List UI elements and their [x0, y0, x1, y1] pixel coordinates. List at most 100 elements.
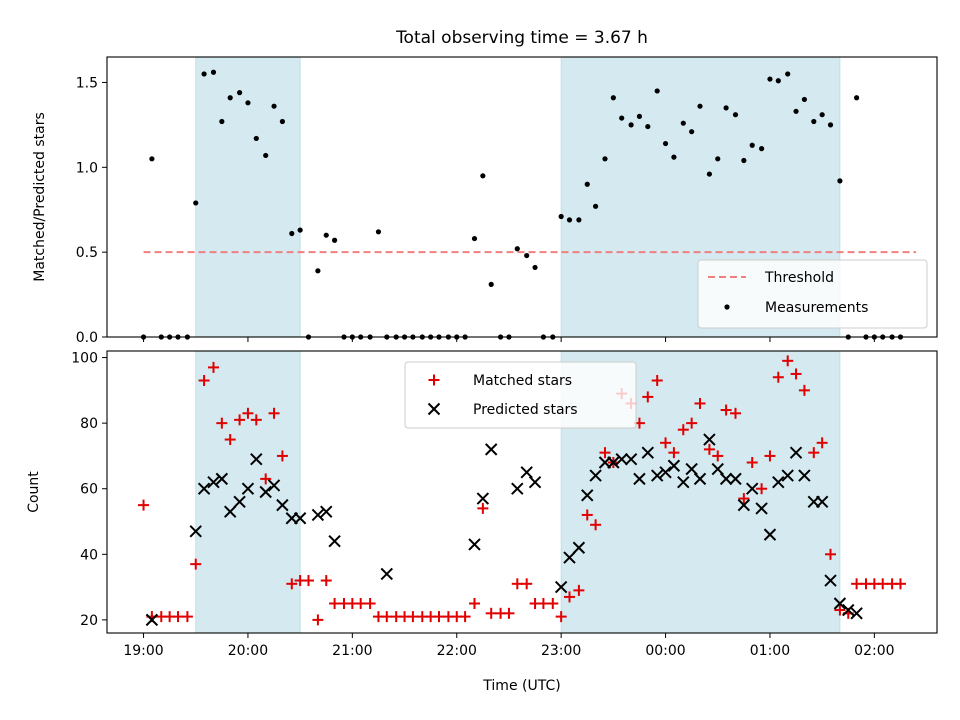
- measurement-point: [767, 76, 773, 82]
- measurement-point: [819, 112, 825, 118]
- matched-point: [242, 407, 254, 419]
- predicted-point: [772, 475, 785, 489]
- predicted-point: [667, 459, 681, 472]
- measurement-point: [680, 120, 686, 126]
- axes-frame: [106, 56, 938, 338]
- matched-point: [651, 375, 663, 387]
- measurement-point: [854, 95, 860, 101]
- matched-point: [590, 519, 602, 531]
- matched-point: [764, 450, 776, 462]
- predicted-point: [554, 580, 568, 594]
- matched-point: [138, 499, 150, 511]
- measurement-point: [636, 113, 643, 119]
- matched-point: [224, 434, 236, 446]
- measurement-point: [514, 246, 520, 252]
- predicted-point: [241, 482, 255, 495]
- predicted-point: [233, 495, 246, 509]
- legend-threshold-label: Threshold: [764, 270, 834, 286]
- matched-point: [329, 597, 341, 609]
- predicted-point: [528, 475, 542, 489]
- matched-point: [181, 611, 193, 623]
- predicted-point: [197, 482, 211, 495]
- measurement-point: [315, 268, 321, 274]
- matched-point: [477, 502, 489, 514]
- legend-predicted-swatch: [427, 402, 441, 416]
- predicted-point: [763, 528, 777, 541]
- measurement-point: [271, 103, 277, 109]
- measurement-point: [245, 100, 251, 106]
- measurement-point: [488, 281, 494, 287]
- matched-point: [511, 578, 523, 590]
- matched-point: [286, 578, 298, 590]
- matched-point: [825, 548, 837, 560]
- predicted-point: [581, 489, 594, 502]
- predicted-point: [685, 462, 698, 476]
- x-tick-label: 22:00: [437, 643, 477, 659]
- legend-matched-swatch: [428, 374, 440, 386]
- matched-point: [894, 578, 906, 590]
- measurement-point: [715, 156, 721, 162]
- matched-point: [564, 591, 576, 603]
- predicted-point: [215, 472, 229, 486]
- y-tick-label: 0.5: [76, 245, 98, 261]
- matched-point: [686, 417, 698, 429]
- matched-point: [355, 597, 367, 609]
- matched-point: [407, 611, 419, 623]
- measurement-point: [236, 90, 243, 96]
- y-tick-label: 40: [80, 547, 98, 563]
- measurement-point: [576, 217, 582, 223]
- measurement-point: [732, 112, 739, 118]
- predicted-point: [842, 603, 855, 617]
- predicted-point: [703, 433, 716, 446]
- predicted-point: [520, 466, 533, 479]
- predicted-point: [223, 505, 237, 518]
- matched-point: [198, 375, 210, 387]
- predicted-point: [328, 534, 341, 548]
- y-tick-label: 0.0: [76, 330, 98, 346]
- predicted-point: [729, 472, 742, 486]
- matched-point: [703, 443, 715, 455]
- measurement-point: [645, 123, 651, 130]
- measurement-point: [723, 105, 729, 111]
- legend-measurements-label: Measurements: [765, 300, 868, 316]
- measurement-point: [619, 115, 625, 121]
- predicted-point: [259, 485, 272, 499]
- matched-point: [172, 611, 184, 623]
- matched-point: [660, 437, 672, 449]
- count-panel-y-axis-label: Count: [26, 471, 42, 513]
- measurement-point: [741, 157, 747, 164]
- matched-point: [485, 607, 497, 619]
- predicted-point: [572, 541, 586, 554]
- matched-point: [877, 578, 889, 590]
- x-tick-label: 23:00: [541, 643, 581, 659]
- measurement-point: [193, 200, 199, 206]
- count-panel-legend: Matched stars Predicted stars: [404, 361, 637, 429]
- measurement-point: [602, 156, 608, 162]
- matched-point: [503, 607, 515, 619]
- measurement-point: [689, 129, 695, 135]
- measurement-point: [837, 178, 843, 184]
- measurement-point: [253, 135, 259, 142]
- matched-point: [798, 384, 810, 396]
- measurement-point: [263, 152, 269, 159]
- count-panel-axes: 20 40 60 80 100 19:00 20:00 21:00 22:00 23:00 00:0…: [71, 350, 938, 659]
- y-tick-label: 80: [80, 416, 98, 432]
- matched-point: [234, 414, 246, 426]
- predicted-point: [476, 492, 490, 505]
- y-tick-label: 1.5: [76, 75, 98, 91]
- count-panel: 20 40 60 80 100 19:00 20:00 21:00 22:00 23:00 00:0…: [26, 350, 938, 694]
- shaded-span: [195, 350, 301, 634]
- predicted-point: [824, 574, 837, 587]
- measurement-point: [323, 232, 329, 238]
- measurement-point: [749, 142, 755, 148]
- measurement-point: [201, 71, 207, 77]
- predicted-point: [781, 469, 794, 482]
- chart-title: Total observing time = 3.67 h: [395, 28, 648, 48]
- matched-point: [712, 450, 724, 462]
- measurement-point: [279, 118, 285, 125]
- x-tick-label: 21:00: [332, 643, 372, 659]
- measurement-point: [610, 95, 616, 101]
- measurement-point: [289, 230, 295, 237]
- matched-point: [668, 447, 680, 459]
